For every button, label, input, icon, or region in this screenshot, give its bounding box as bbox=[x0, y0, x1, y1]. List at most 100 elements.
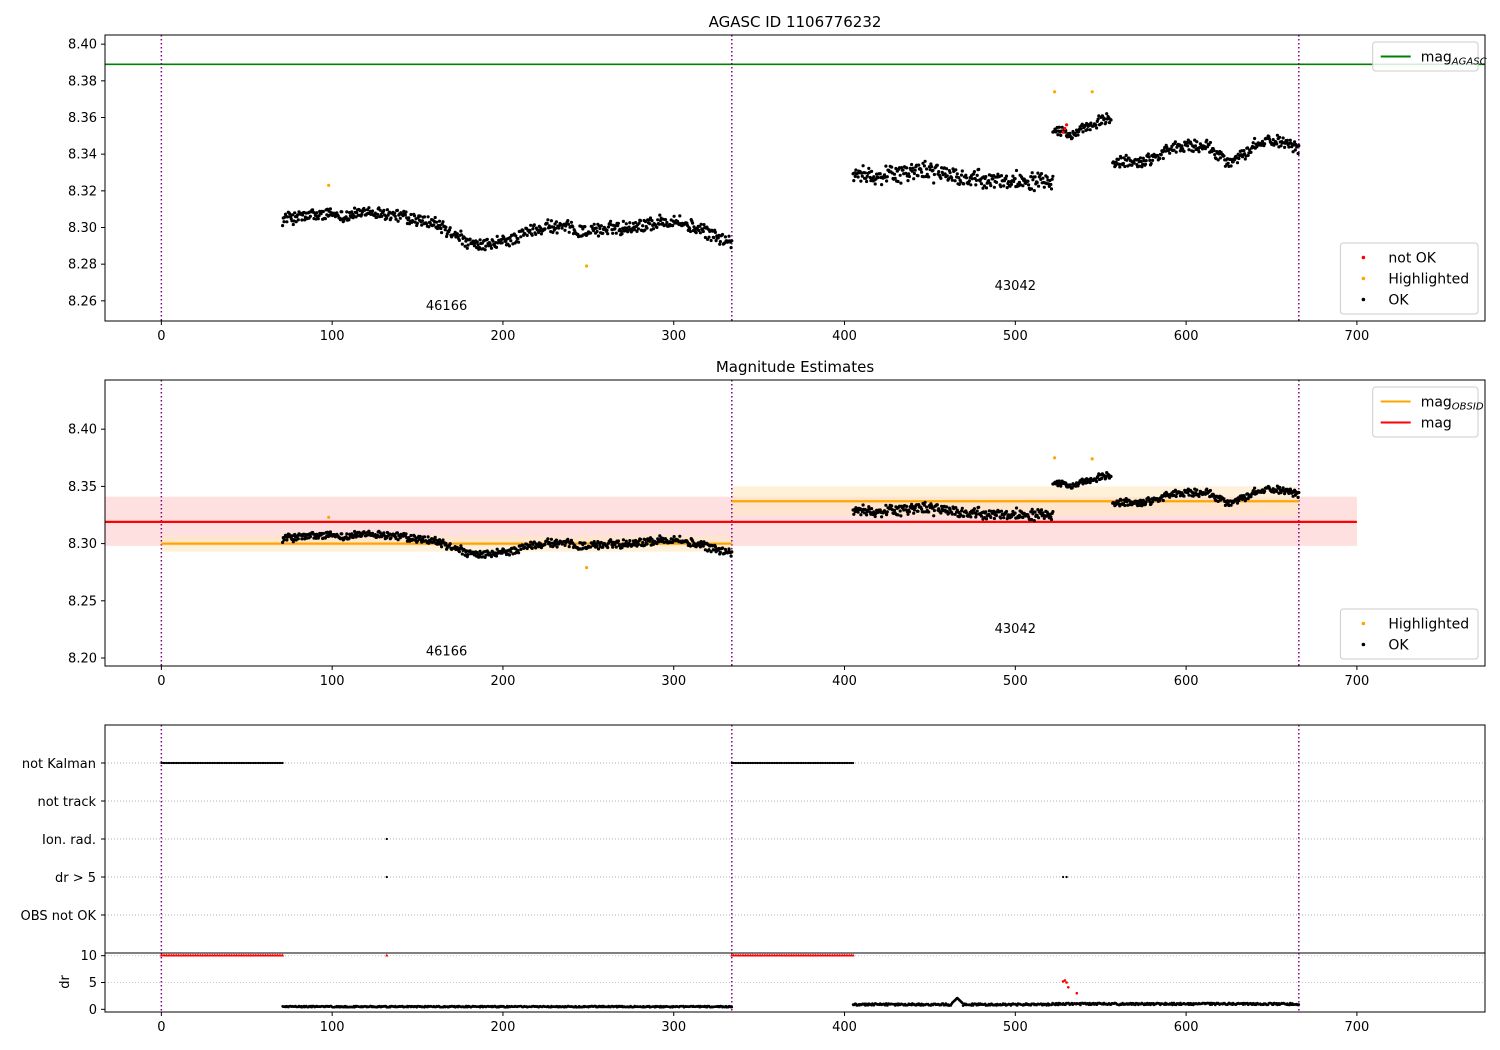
ok-point bbox=[1185, 141, 1189, 145]
legend: not OK Highlighted OK bbox=[1339, 242, 1479, 315]
ok-point bbox=[507, 553, 511, 557]
ok-point bbox=[925, 167, 929, 171]
ok-point bbox=[380, 214, 384, 218]
ok-point bbox=[595, 229, 599, 234]
ok-point bbox=[984, 186, 989, 190]
ok-point bbox=[444, 541, 448, 546]
ok-point bbox=[906, 512, 910, 516]
ok-point bbox=[643, 219, 648, 224]
ok-point bbox=[398, 536, 402, 540]
panel1-title: AGASC ID 1106776232 bbox=[709, 13, 882, 31]
ok-point bbox=[494, 554, 499, 558]
ok-point bbox=[281, 540, 285, 545]
flag-point bbox=[252, 761, 255, 765]
ok-point bbox=[581, 227, 585, 231]
ok-point bbox=[953, 512, 957, 517]
ok-point bbox=[1100, 121, 1104, 125]
ok-point bbox=[920, 170, 924, 174]
ok-point bbox=[433, 215, 437, 220]
ok-point bbox=[930, 504, 934, 508]
ok-point bbox=[1218, 498, 1222, 502]
axes-frame bbox=[104, 379, 1486, 667]
flag-point bbox=[800, 761, 803, 765]
ok-point bbox=[699, 222, 703, 226]
ok-point bbox=[636, 227, 641, 231]
flag-point bbox=[746, 761, 749, 765]
ok-point bbox=[1064, 481, 1068, 485]
ok-point bbox=[885, 513, 889, 517]
highlighted-point bbox=[1053, 90, 1057, 94]
ok-point bbox=[899, 181, 903, 185]
ok-point bbox=[285, 538, 289, 542]
ok-point bbox=[532, 540, 536, 544]
flag-point bbox=[245, 761, 248, 765]
ok-point bbox=[375, 212, 380, 216]
ok-point bbox=[892, 508, 897, 512]
flag-point bbox=[766, 761, 769, 765]
highlighted-point bbox=[585, 264, 589, 268]
ok-point bbox=[1287, 145, 1291, 149]
ok-point bbox=[981, 186, 985, 190]
ok-point bbox=[433, 535, 437, 540]
ok-point bbox=[1011, 174, 1015, 178]
dr-clipped-marker bbox=[851, 953, 855, 957]
ok-point bbox=[982, 184, 987, 188]
legend-label: Highlighted bbox=[1388, 272, 1469, 288]
ok-point bbox=[969, 183, 973, 187]
flag-point bbox=[199, 761, 202, 765]
flag-point bbox=[267, 761, 271, 765]
ok-point bbox=[621, 538, 626, 542]
flag-point bbox=[247, 761, 250, 765]
ok-point bbox=[409, 533, 413, 538]
ok-point bbox=[1275, 133, 1279, 137]
flag-point bbox=[783, 761, 786, 765]
ok-point bbox=[1080, 122, 1084, 126]
flag-point bbox=[816, 761, 819, 765]
ok-point bbox=[589, 231, 593, 235]
flag-point bbox=[266, 761, 269, 765]
ok-point bbox=[308, 214, 312, 218]
ok-point bbox=[340, 532, 344, 536]
flag-point bbox=[192, 761, 195, 765]
ok-point bbox=[609, 219, 613, 223]
ok-point bbox=[1203, 147, 1207, 151]
ok-point bbox=[999, 174, 1004, 178]
ok-point bbox=[1116, 157, 1120, 161]
ok-point bbox=[1124, 497, 1128, 501]
x-tick-label: 200 bbox=[491, 674, 516, 689]
ok-point bbox=[598, 226, 602, 231]
ok-point bbox=[1249, 495, 1253, 499]
y-tick-label: 8.36 bbox=[68, 111, 97, 126]
ok-point bbox=[999, 185, 1003, 189]
ok-point bbox=[927, 510, 931, 514]
ok-point bbox=[1246, 153, 1250, 157]
ok-point bbox=[398, 216, 402, 220]
ok-point bbox=[1089, 121, 1093, 125]
ok-point bbox=[1059, 484, 1063, 488]
ok-point bbox=[1132, 161, 1136, 165]
flag-point bbox=[730, 761, 733, 765]
ok-point bbox=[1291, 150, 1295, 154]
x-tick-label: 400 bbox=[832, 674, 857, 689]
ok-point bbox=[404, 532, 408, 536]
ok-point bbox=[484, 553, 488, 557]
ok-point bbox=[905, 166, 909, 170]
ok-point bbox=[1297, 144, 1301, 148]
legend-dot-swatch bbox=[1361, 642, 1366, 647]
ok-point bbox=[854, 168, 858, 172]
ok-point bbox=[950, 176, 954, 180]
ok-point bbox=[1050, 177, 1054, 181]
ok-point bbox=[890, 165, 894, 169]
ok-point bbox=[579, 224, 584, 229]
flag-point bbox=[790, 761, 793, 765]
ok-point bbox=[282, 220, 286, 224]
ok-point bbox=[566, 222, 571, 226]
ok-point bbox=[1049, 517, 1054, 522]
ok-point bbox=[1186, 491, 1190, 495]
ok-point bbox=[678, 534, 682, 538]
ok-point bbox=[1144, 500, 1148, 504]
ok-point bbox=[1116, 499, 1120, 503]
ok-point bbox=[592, 540, 596, 544]
flag-point bbox=[177, 761, 180, 765]
ok-point bbox=[1123, 164, 1127, 169]
